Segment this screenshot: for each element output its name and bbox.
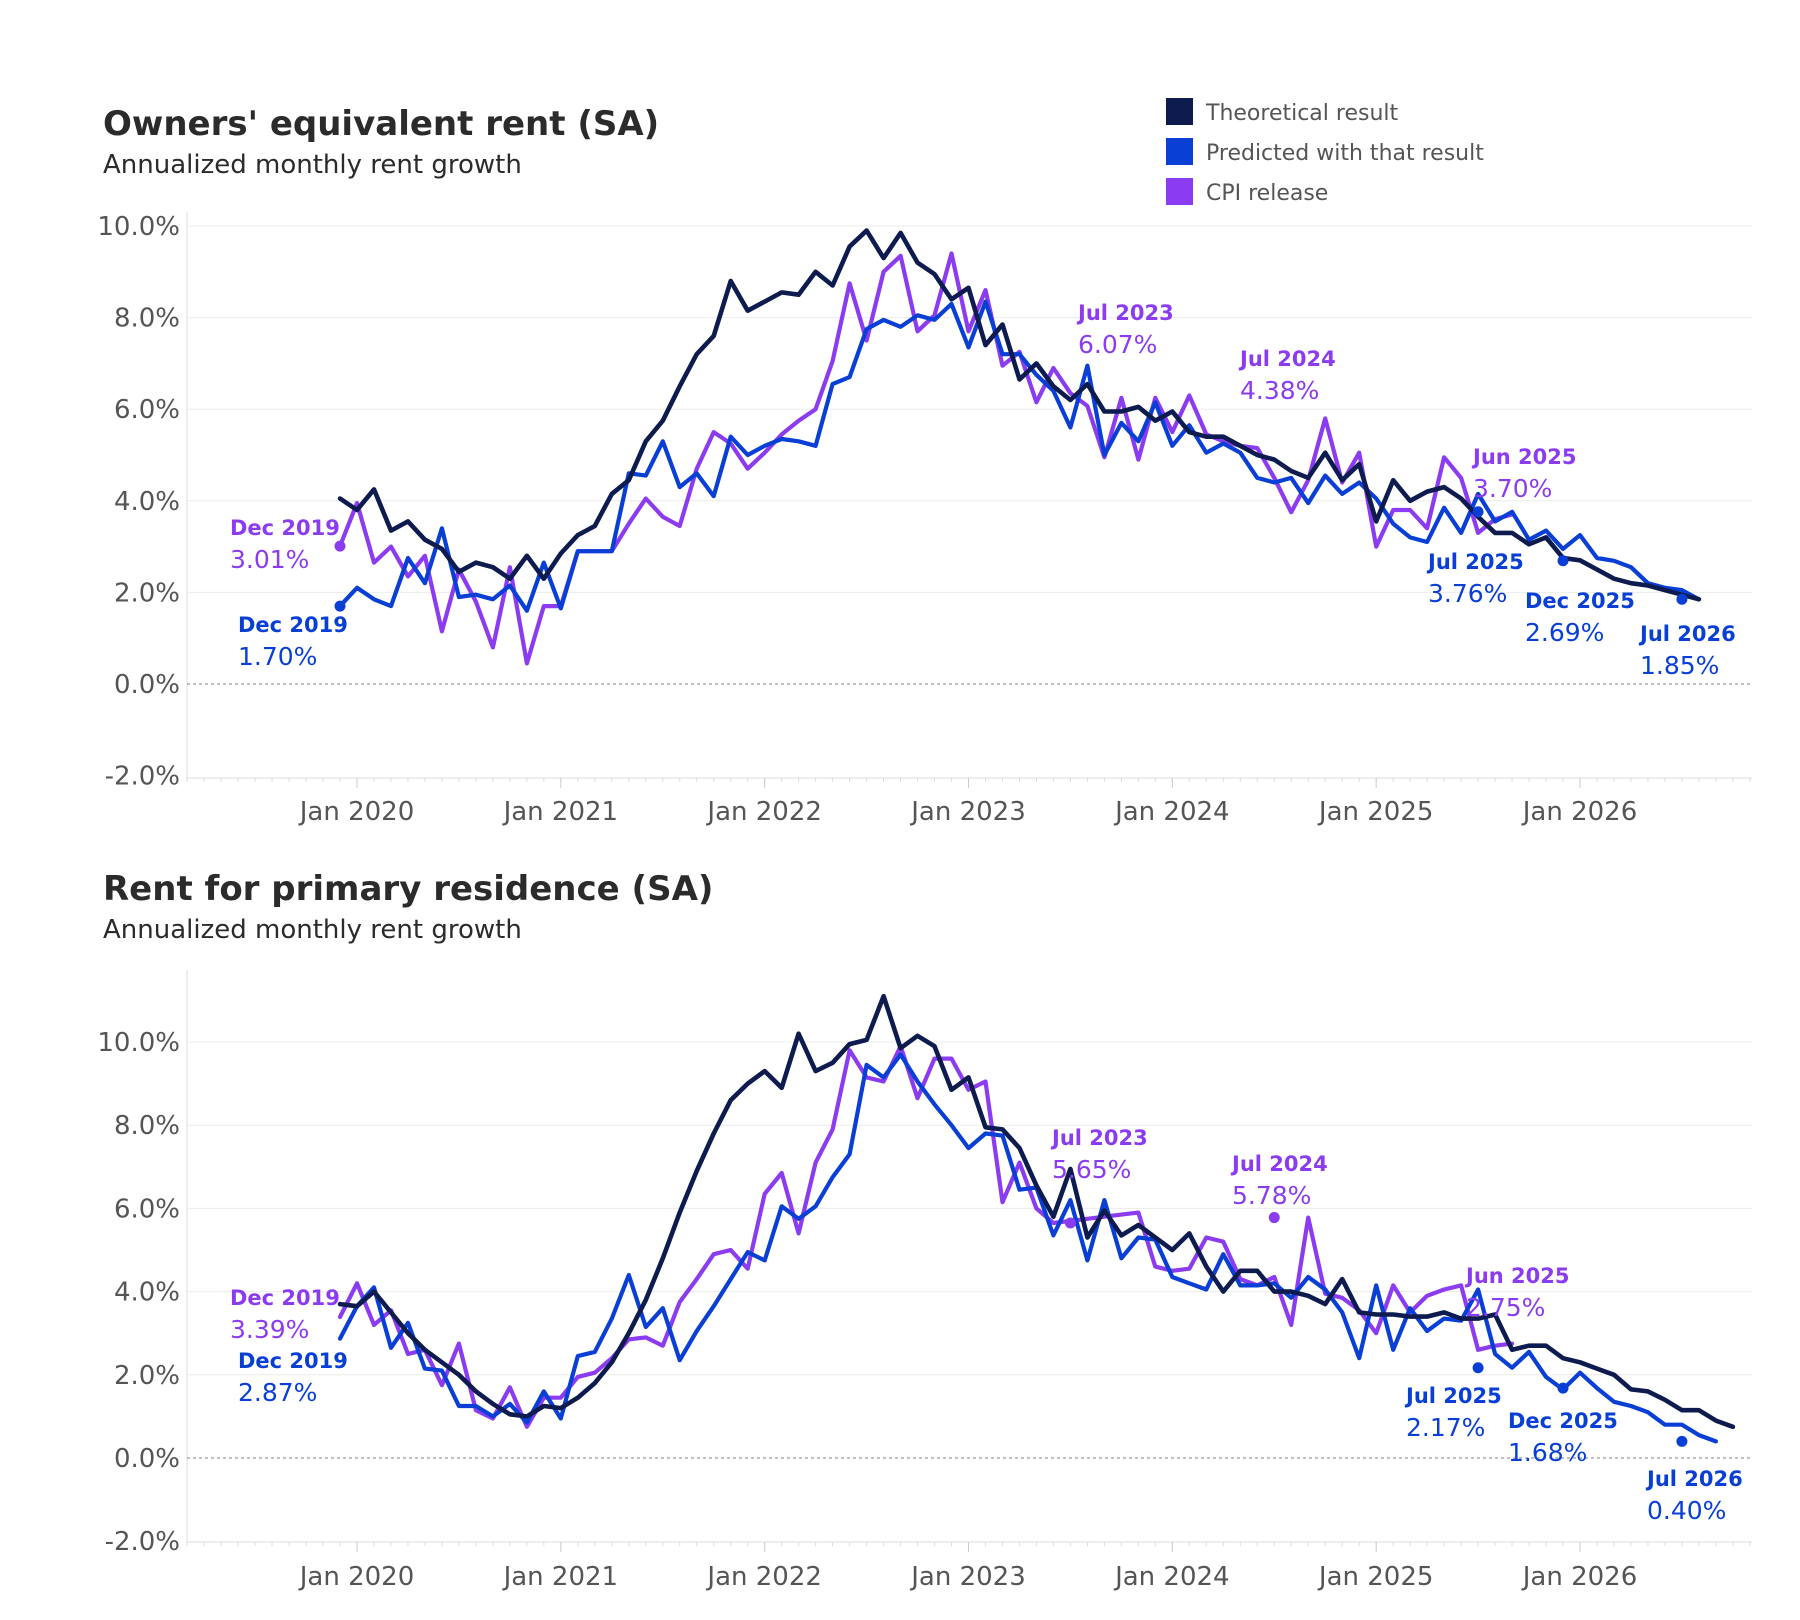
annotation-date: Jul 2026 <box>1645 1467 1743 1491</box>
annotation-value: 2.69% <box>1525 618 1604 647</box>
annotation-value: 3.76% <box>1428 579 1507 608</box>
chart-panel-rent: Rent for primary residence (SA) Annualize… <box>97 869 1752 1592</box>
x-tick-label: Jan 2024 <box>1113 1562 1230 1592</box>
legend-swatch <box>1166 178 1193 205</box>
annotation-date: Dec 2019 <box>238 1349 348 1373</box>
annotation-value: 4.38% <box>1240 376 1319 405</box>
annotation-value: 0.40% <box>1647 1496 1726 1525</box>
chart-title: Owners' equivalent rent (SA) <box>103 104 659 144</box>
series-line-cpi-release <box>337 1044 1515 1429</box>
annotation-dot <box>1472 506 1484 518</box>
y-tick-label: 4.0% <box>114 487 180 517</box>
series-line-predicted-with-that-result <box>337 299 1702 613</box>
x-tick-label: Jan 2020 <box>298 1562 415 1592</box>
annotation-value: 5.78% <box>1232 1181 1311 1210</box>
annotation-date: Jul 2024 <box>1230 1152 1328 1176</box>
annotation-date: Jul 2023 <box>1050 1126 1148 1150</box>
chart-panel-oer: Owners' equivalent rent (SA) Annualized m… <box>97 104 1752 827</box>
annotation-date: Dec 2019 <box>238 613 348 637</box>
y-tick-label: 0.0% <box>114 1444 180 1474</box>
series-line-theoretical-result <box>337 228 1702 602</box>
x-tick-label: Jan 2025 <box>1317 797 1434 827</box>
series-line-theoretical-result <box>337 993 1736 1430</box>
annotation-dot <box>334 540 346 552</box>
annotation-date: Jul 2025 <box>1404 1384 1502 1408</box>
series-line-cpi-release <box>337 251 1515 666</box>
legend: Theoretical result Predicted with that re… <box>1166 98 1484 206</box>
annotation-date: Jun 2025 <box>1464 1264 1569 1288</box>
x-tick-label: Jan 2020 <box>298 797 415 827</box>
legend-label: CPI release <box>1206 181 1328 206</box>
x-tick-label: Jan 2023 <box>909 1562 1026 1592</box>
annotation-value: 3.39% <box>230 1315 309 1344</box>
annotation-date: Jul 2026 <box>1638 622 1736 646</box>
chart-subtitle: Annualized monthly rent growth <box>103 915 522 945</box>
annotation-date: Jul 2025 <box>1426 550 1524 574</box>
annotation-value: 1.68% <box>1508 1438 1587 1467</box>
x-tick-label: Jan 2023 <box>909 797 1026 827</box>
legend-swatch <box>1166 98 1193 125</box>
annotation-dot <box>1268 1212 1280 1224</box>
y-tick-label: 6.0% <box>114 395 180 425</box>
annotation-value: 2.87% <box>238 1378 317 1407</box>
annotation-date: Jul 2024 <box>1238 347 1336 371</box>
x-tick-label: Jan 2024 <box>1113 797 1230 827</box>
x-tick-label: Jan 2021 <box>502 797 619 827</box>
annotation-dot <box>1557 555 1569 567</box>
legend-label: Predicted with that result <box>1206 141 1484 166</box>
annotation-value: 1.85% <box>1640 651 1719 680</box>
y-tick-label: -2.0% <box>105 1527 180 1557</box>
annotation-value: 2.75% <box>1466 1293 1545 1322</box>
legend-label: Theoretical result <box>1205 101 1399 126</box>
annotation-dot <box>334 600 346 612</box>
y-tick-label: 0.0% <box>114 670 180 700</box>
y-tick-label: 10.0% <box>97 1028 180 1058</box>
x-tick-label: Jan 2022 <box>705 1562 822 1592</box>
annotation-date: Dec 2019 <box>230 516 340 540</box>
annotation-value: 5.65% <box>1052 1155 1131 1184</box>
chart-subtitle: Annualized monthly rent growth <box>103 150 522 180</box>
annotation-dot <box>1676 593 1688 605</box>
annotation-value: 2.17% <box>1406 1413 1485 1442</box>
series-line-predicted-with-that-result <box>337 1052 1719 1444</box>
y-tick-label: 4.0% <box>114 1278 180 1308</box>
y-tick-label: -2.0% <box>105 762 180 792</box>
x-tick-label: Jan 2022 <box>705 797 822 827</box>
x-tick-label: Jan 2026 <box>1521 797 1638 827</box>
annotation-dot <box>1557 1382 1569 1394</box>
annotation-date: Dec 2025 <box>1508 1409 1618 1433</box>
annotation-date: Dec 2025 <box>1525 589 1635 613</box>
y-tick-label: 8.0% <box>114 304 180 334</box>
chart-title: Rent for primary residence (SA) <box>103 869 713 909</box>
x-tick-label: Jan 2025 <box>1317 1562 1434 1592</box>
y-tick-label: 2.0% <box>114 1361 180 1391</box>
y-tick-label: 8.0% <box>114 1111 180 1141</box>
annotation-date: Dec 2019 <box>230 1286 340 1310</box>
legend-swatch <box>1166 138 1193 165</box>
y-tick-label: 2.0% <box>114 578 180 608</box>
x-tick-label: Jan 2021 <box>502 1562 619 1592</box>
annotation-value: 3.70% <box>1473 474 1552 503</box>
annotation-dot <box>1064 1217 1076 1229</box>
annotation-dot <box>1472 1362 1484 1374</box>
annotation-value: 3.01% <box>230 545 309 574</box>
annotation-value: 1.70% <box>238 642 317 671</box>
x-tick-label: Jan 2026 <box>1521 1562 1638 1592</box>
annotation-date: Jul 2023 <box>1076 301 1174 325</box>
annotation-date: Jun 2025 <box>1471 445 1576 469</box>
annotation-dot <box>1676 1435 1688 1447</box>
y-tick-label: 10.0% <box>97 212 180 242</box>
annotation-value: 6.07% <box>1078 330 1157 359</box>
y-tick-label: 6.0% <box>114 1194 180 1224</box>
